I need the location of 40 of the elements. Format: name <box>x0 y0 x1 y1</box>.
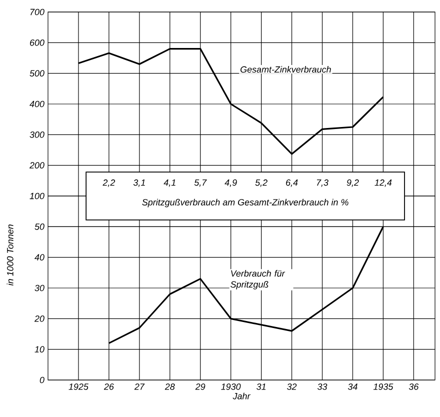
y-tick-label: 300 <box>30 131 44 138</box>
y-tick-label: 50 <box>34 223 44 230</box>
x-tick-label: 26 <box>104 384 114 390</box>
annotation: 12,4 <box>374 179 392 187</box>
annotation: 2,2 <box>102 179 116 187</box>
y-axis-title: in 1000 Tonnen <box>6 224 14 286</box>
y-tick-label: 600 <box>30 39 44 46</box>
x-tick-label: 1925 <box>68 384 88 390</box>
text: Gesamt-Zinkverbrauch <box>240 66 331 73</box>
y-tick-label: 200 <box>29 162 44 169</box>
y-tick-label: 100 <box>30 192 44 200</box>
annotation: 4,9 <box>224 179 237 187</box>
x-tick-label: 27 <box>134 384 145 390</box>
x-tick-label: 28 <box>164 384 175 390</box>
annotation: 5,7 <box>194 179 207 187</box>
x-tick-label: 32 <box>287 384 297 390</box>
y-tick-label: 30 <box>34 284 44 292</box>
x-tick-label: 31 <box>256 384 266 390</box>
series-label: Verbrauch für Spritzguß <box>230 270 286 290</box>
annotation: 7,3 <box>316 179 328 187</box>
y-tick-label: 500 <box>30 70 44 77</box>
text: Spritzgußverbrauch am Gesamt-Zinkverbrauch in % <box>142 198 348 208</box>
x-axis-title: Jahr <box>232 392 251 400</box>
annotation: 3,1 <box>133 179 145 187</box>
x-tick-label: 34 <box>348 384 358 390</box>
y-tick-label: 10 <box>34 346 44 353</box>
y-tick-label: 700 <box>30 8 44 16</box>
y-tick-label: 0 <box>40 376 44 384</box>
y-tick-label: 40 <box>34 254 44 261</box>
annotation: 9,2 <box>346 179 359 187</box>
x-tick-label: 1930 <box>221 384 241 390</box>
y-tick-label: 20 <box>34 315 44 322</box>
x-tick-label: 33 <box>317 384 328 390</box>
y-tick-label: 400 <box>30 100 44 108</box>
annotation: 6,4 <box>286 179 298 187</box>
x-tick-label: 1935 <box>373 384 394 390</box>
annotation: 4,1 <box>164 179 176 187</box>
x-tick-label: 29 <box>195 384 206 390</box>
annotation: 5,2 <box>255 179 268 187</box>
x-tick-label: 36 <box>408 384 419 390</box>
